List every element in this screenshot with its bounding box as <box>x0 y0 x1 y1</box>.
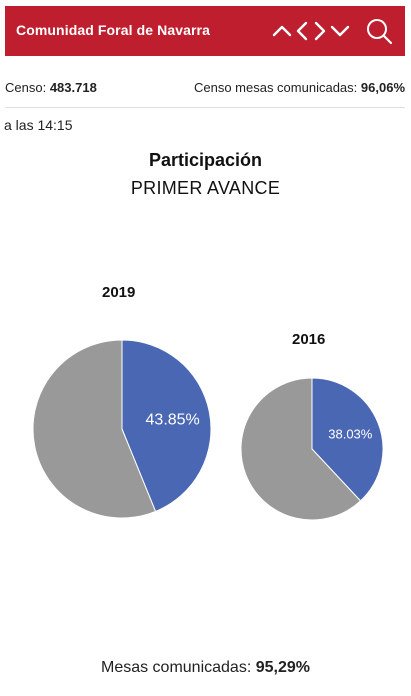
divider <box>5 107 405 108</box>
census-reported-value: 96,06% <box>360 80 405 95</box>
pie-slice-2019-0 <box>121 339 212 513</box>
pie-chart-2016: 38.03% <box>240 377 384 521</box>
pie-slice-2016-0 <box>311 377 384 502</box>
pie-label-2016: 38.03% <box>328 426 373 441</box>
update-time: a las 14:15 <box>4 117 73 133</box>
pie-slice-2016-1 <box>240 377 362 521</box>
pie-title-2019: 2019 <box>102 284 136 301</box>
census-reported: Censo mesas comunicadas: 96,06% <box>194 80 405 95</box>
chevron-right-icon[interactable] <box>307 18 333 44</box>
pie-chart-2019: 43.85% <box>32 339 212 519</box>
reported-tables-value: 95,29% <box>255 659 310 676</box>
census-value: 483.718 <box>49 80 97 95</box>
reported-tables: Mesas comunicadas: 95,29% <box>0 659 411 677</box>
census-summary: Censo: 483.718 Censo mesas comunicadas: … <box>5 80 405 98</box>
section-title: Participación <box>148 150 263 170</box>
census-total: Censo: 483.718 <box>5 80 97 95</box>
chevron-left-icon[interactable] <box>289 18 315 44</box>
pie-title-2016: 2016 <box>292 331 326 348</box>
chevron-down-icon[interactable] <box>327 18 353 44</box>
pie-label-2019: 43.85% <box>146 412 200 429</box>
search-icon[interactable] <box>365 17 393 45</box>
pie-slice-2019-1 <box>32 339 157 519</box>
section-subtitle: PRIMER AVANCE <box>130 178 281 198</box>
reported-tables-label: Mesas comunicadas: <box>100 659 252 676</box>
chevron-up-icon[interactable] <box>269 18 295 44</box>
top-bar: Comunidad Foral de Navarra <box>5 6 405 56</box>
census-reported-label: Censo mesas comunicadas: <box>193 80 358 95</box>
census-label: Censo: <box>5 80 47 95</box>
region-title: Comunidad Foral de Navarra <box>16 22 210 38</box>
